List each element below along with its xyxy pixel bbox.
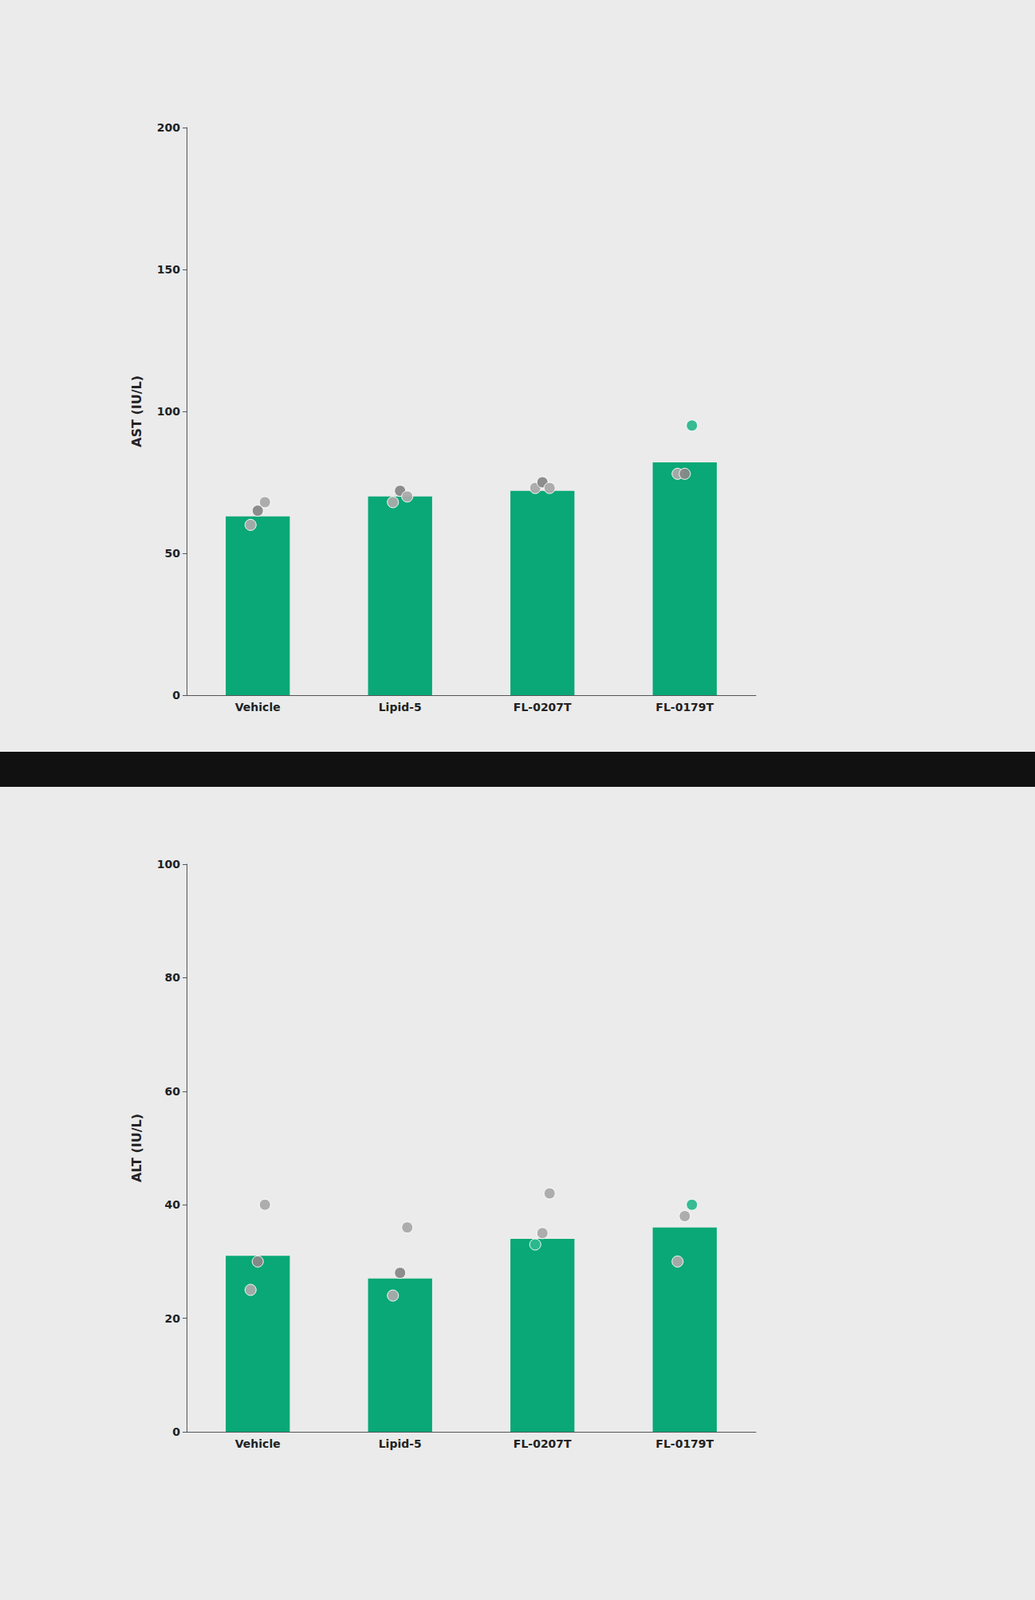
svg-text:80: 80 [165,971,182,984]
svg-text:Lipid-5: Lipid-5 [378,700,422,714]
svg-text:AST (IU/L): AST (IU/L) [129,375,145,448]
svg-text:FL-0207T: FL-0207T [513,1437,572,1451]
svg-text:FL-0179T: FL-0179T [655,1437,714,1451]
svg-text:40: 40 [165,1198,182,1212]
svg-text:0: 0 [172,688,181,702]
svg-text:150: 150 [157,263,181,276]
svg-text:Vehicle: Vehicle [235,1437,281,1451]
svg-text:100: 100 [157,405,181,418]
svg-text:FL-0179T: FL-0179T [655,700,714,714]
svg-text:Lipid-5: Lipid-5 [378,1437,422,1451]
svg-text:ALT (IU/L): ALT (IU/L) [129,1113,145,1183]
svg-text:100: 100 [157,857,181,871]
svg-text:20: 20 [165,1312,182,1326]
svg-text:60: 60 [165,1085,182,1098]
svg-text:50: 50 [165,547,182,560]
svg-text:200: 200 [157,121,181,134]
svg-text:0: 0 [172,1425,181,1439]
svg-text:FL-0207T: FL-0207T [513,700,572,714]
svg-text:Vehicle: Vehicle [235,700,281,714]
